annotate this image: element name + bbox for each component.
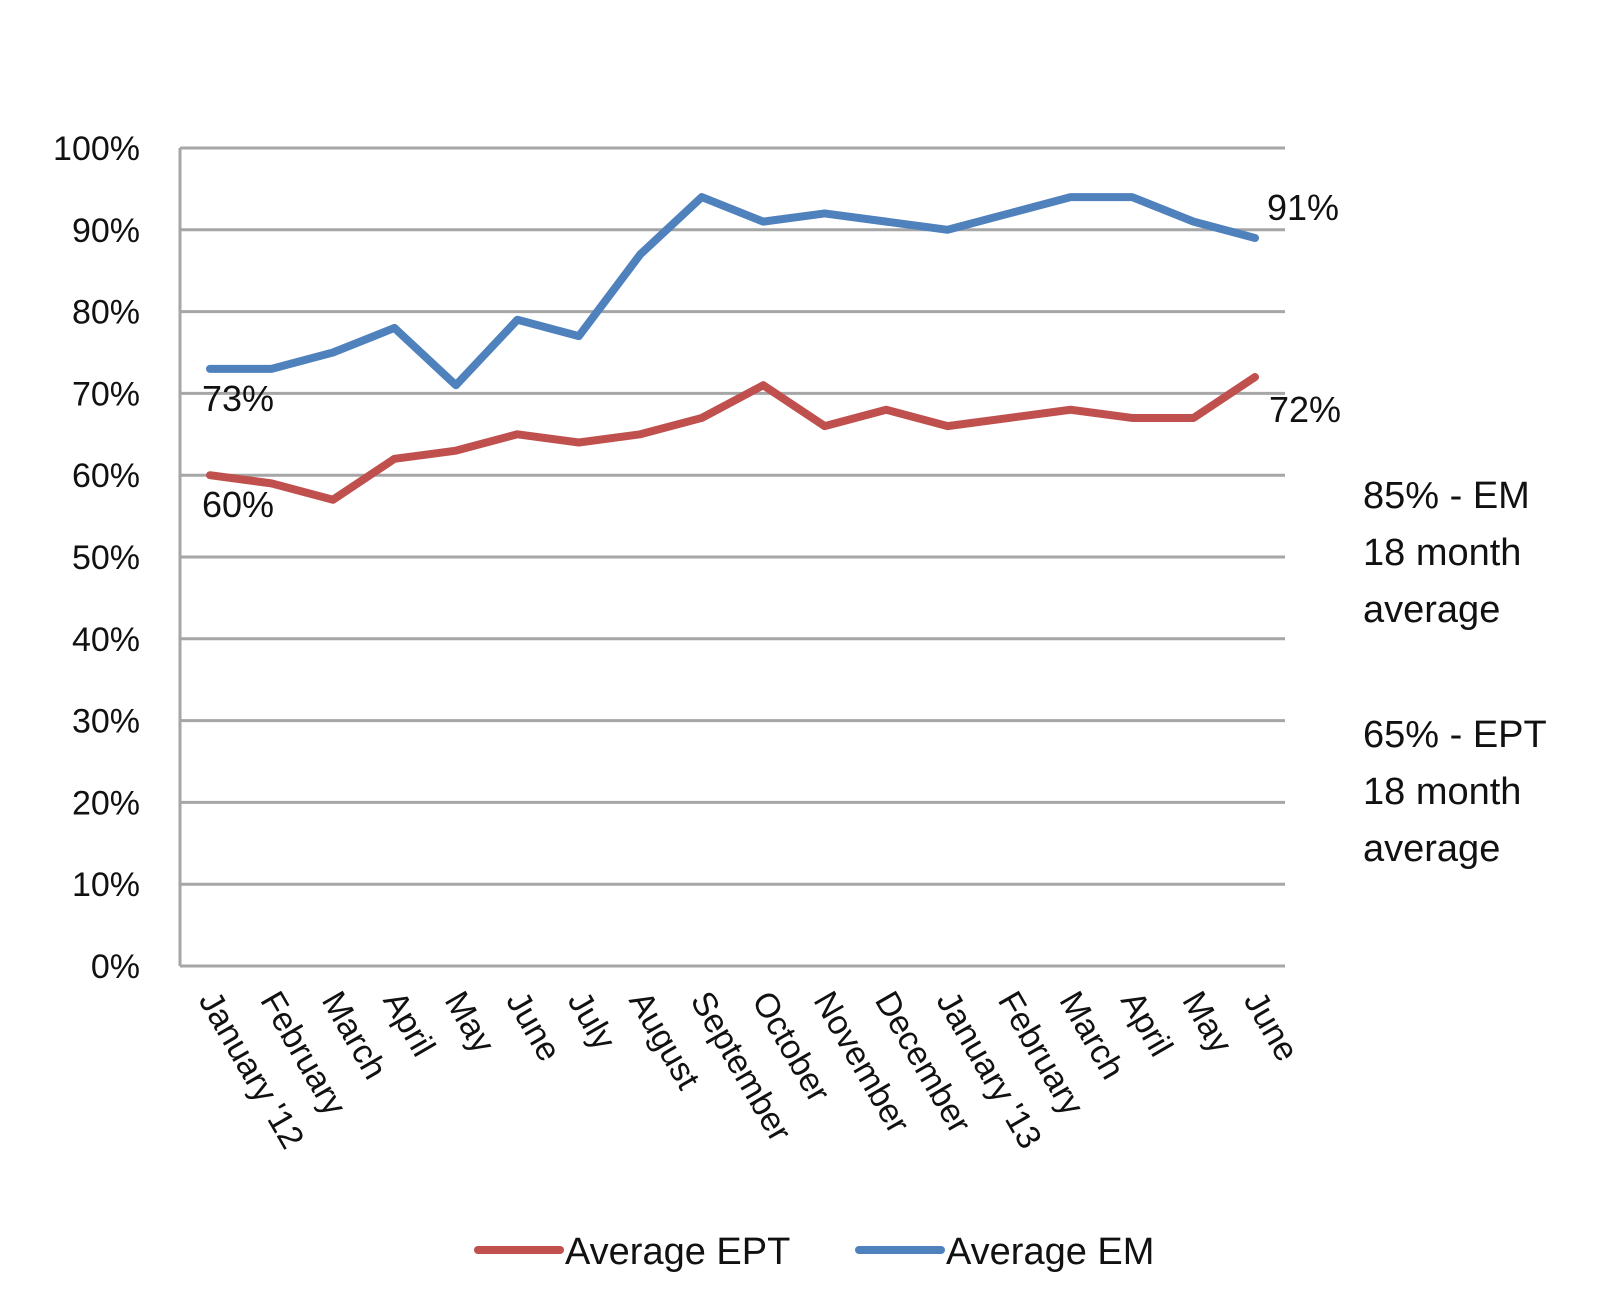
- notes-layer: 85% - EM 18 month average 65% - EPT 18 month…: [1363, 475, 1547, 870]
- legend-label-average-ept: Average EPT: [565, 1231, 790, 1273]
- series-line-average-ept: [206, 373, 1259, 504]
- data-label: 72%: [1269, 389, 1341, 430]
- y-tick-label: 60%: [72, 457, 140, 495]
- x-tick-label: July: [560, 985, 623, 1056]
- x-tick-label: May: [1175, 985, 1240, 1060]
- y-tick-label: 70%: [72, 375, 140, 413]
- x-tick-label: May: [437, 985, 502, 1060]
- data-labels-layer: 73% 60% 91% 72%: [202, 187, 1341, 525]
- note-block: 85% - EM 18 month average: [1363, 475, 1530, 631]
- data-label: 73%: [202, 378, 274, 419]
- note-line: 85% - EM: [1363, 475, 1530, 517]
- x-tick-label: June: [1236, 985, 1306, 1068]
- data-label: 60%: [202, 484, 274, 525]
- y-ticks-layer: 0% 10% 20% 30% 40% 50% 60% 70% 80% 90% 100%: [53, 130, 140, 986]
- y-tick-label: 40%: [72, 621, 140, 659]
- x-tick-label: June: [498, 985, 568, 1068]
- y-tick-label: 0%: [91, 948, 140, 986]
- series-layer: [206, 193, 1259, 504]
- y-tick-label: 30%: [72, 703, 140, 741]
- legend-item: Average EPT: [474, 1231, 790, 1273]
- y-tick-label: 100%: [53, 130, 140, 168]
- legend-item: Average EM: [855, 1231, 1154, 1273]
- note-block: 65% - EPT 18 month average: [1363, 714, 1547, 870]
- grid-layer: [180, 146, 1285, 886]
- note-line: average: [1363, 828, 1500, 870]
- series-line-average-em: [206, 193, 1259, 390]
- x-ticks-layer: January '12FebruaryMarchAprilMayJuneJuly…: [191, 985, 1306, 1155]
- note-line: average: [1363, 589, 1500, 631]
- y-tick-label: 20%: [72, 784, 140, 822]
- axes-layer: [178, 148, 1285, 968]
- y-tick-label: 10%: [72, 866, 140, 904]
- data-label: 91%: [1267, 187, 1339, 228]
- y-tick-label: 90%: [72, 212, 140, 250]
- y-tick-label: 50%: [72, 539, 140, 577]
- note-line: 18 month: [1363, 771, 1521, 813]
- legend-layer: Average EPT Average EM: [474, 1231, 1154, 1273]
- note-line: 65% - EPT: [1363, 714, 1547, 756]
- note-line: 18 month: [1363, 532, 1521, 574]
- y-tick-label: 80%: [72, 294, 140, 332]
- legend-label-average-em: Average EM: [946, 1231, 1154, 1273]
